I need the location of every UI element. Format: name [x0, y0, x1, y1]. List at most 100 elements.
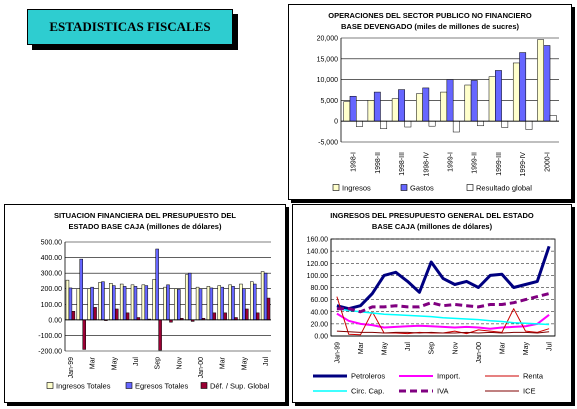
bar — [115, 308, 119, 321]
bar — [174, 288, 178, 321]
legend-label: Resultado global — [476, 184, 532, 193]
bar — [367, 100, 375, 122]
bar — [239, 283, 243, 321]
y-tick-label: 500.00 — [41, 240, 63, 247]
bar — [422, 87, 430, 122]
bar — [255, 312, 260, 321]
bar — [130, 284, 135, 321]
x-tick-label: May — [111, 357, 118, 371]
x-tick-label: Nov — [176, 357, 183, 370]
bar — [416, 93, 423, 122]
x-tick-label: 1999-III — [496, 152, 503, 176]
y-tick-label: -100.00 — [38, 333, 62, 340]
chart-operaciones: OPERACIONES DEL SECTOR PUBLICO NO FINANC… — [317, 11, 559, 193]
y-tick-label: 120.00 — [307, 261, 329, 268]
legend-label: Circ. Cap. — [351, 387, 384, 396]
bar — [98, 282, 102, 321]
bar — [152, 279, 156, 321]
chart-title: SITUACION FINANCIERA DEL PRESUPUESTO DEL — [54, 211, 236, 220]
legend-label: Déf. / Sup. Global — [210, 382, 270, 391]
x-tick-label: 1999-I — [448, 152, 455, 172]
bar — [119, 283, 124, 321]
y-tick-label: 40.00 — [310, 309, 328, 316]
bar — [488, 76, 496, 122]
legend-label: Import. — [437, 372, 460, 381]
bar — [428, 120, 436, 127]
legend-swatch — [200, 382, 208, 389]
bar — [177, 289, 181, 321]
bar — [187, 272, 192, 321]
bar — [501, 120, 509, 128]
x-tick-label: 1999-IV — [520, 152, 527, 177]
legend-label: IVA — [437, 387, 449, 396]
bar — [356, 120, 363, 127]
y-tick-label: 80.00 — [310, 285, 328, 292]
bar — [163, 286, 167, 321]
bar — [101, 281, 105, 321]
panel-situacion: SITUACION FINANCIERA DEL PRESUPUESTO DEL… — [4, 204, 286, 403]
bar — [198, 288, 203, 321]
y-tick-label: 20,000 — [317, 36, 339, 43]
x-tick-label: 2000-I — [544, 152, 551, 172]
y-tick-label: 100.00 — [307, 273, 329, 280]
bar — [122, 286, 127, 321]
y-tick-label: 200.00 — [41, 286, 63, 293]
bar — [464, 84, 472, 122]
bar — [253, 283, 257, 321]
y-tick-label: 15,000 — [317, 56, 339, 63]
x-tick-label: Mar — [499, 341, 506, 354]
banner-title: ESTADISTICAS FISCALES — [49, 19, 211, 34]
x-tick-label: Jan-00 — [476, 342, 483, 364]
chart-subtitle: BASE CAJA (millones de dólares) — [372, 222, 493, 231]
chart-subtitle: ESTADO BASE CAJA (millones de dólares) — [69, 222, 222, 231]
panel-ingresos: INGRESOS DEL PRESUPUESTO GENERAL DEL EST… — [292, 204, 572, 403]
x-tick-label: Jul — [263, 357, 270, 366]
bar — [109, 283, 113, 321]
bar — [144, 285, 149, 321]
bar — [79, 258, 83, 321]
y-tick-label: 20.00 — [310, 321, 328, 328]
chart-subtitle: BASE DEVENGADO (miles de millones de suc… — [341, 22, 519, 31]
series-line — [336, 312, 550, 330]
legend-label: Ingresos Totales — [56, 382, 111, 391]
legend-swatch — [466, 184, 474, 191]
bar — [349, 95, 357, 122]
bar — [543, 45, 551, 122]
chart-title: OPERACIONES DEL SECTOR PUBLICO NO FINANC… — [328, 11, 532, 20]
bar — [242, 288, 246, 321]
page-banner: ESTADISTICAS FISCALES — [27, 9, 233, 45]
bar — [446, 79, 454, 122]
bar — [549, 115, 557, 122]
bar — [452, 120, 460, 133]
bar — [112, 285, 116, 321]
legend-swatch — [400, 184, 408, 191]
bar — [512, 62, 520, 122]
bar — [537, 39, 544, 122]
x-tick-label: Jan-00 — [198, 357, 205, 379]
chart-ingresos: INGRESOS DEL PRESUPUESTO GENERAL DEL EST… — [307, 211, 556, 396]
bar — [398, 89, 405, 122]
bar — [141, 284, 146, 321]
series-line — [336, 307, 550, 326]
y-tick-label: 160.00 — [307, 237, 329, 244]
series-line — [336, 292, 550, 314]
bar — [71, 311, 76, 321]
bar — [477, 120, 484, 127]
x-tick-label: Mar — [358, 341, 365, 354]
x-tick-label: Jul — [405, 342, 412, 351]
series-line — [336, 330, 550, 334]
y-tick-label: -200.00 — [38, 349, 62, 356]
legend-label: Renta — [523, 372, 544, 381]
y-tick-label: 0.00 — [314, 334, 328, 341]
series-line — [336, 296, 550, 336]
bar — [65, 279, 70, 321]
legend-swatch — [125, 382, 133, 389]
x-tick-label: Jul — [133, 357, 140, 366]
y-tick-label: 0.00 — [48, 317, 62, 324]
bar — [519, 52, 527, 122]
y-tick-label: 60.00 — [310, 297, 328, 304]
bar — [166, 284, 170, 321]
bar — [195, 286, 200, 321]
bar — [93, 307, 97, 321]
bar — [184, 274, 189, 321]
